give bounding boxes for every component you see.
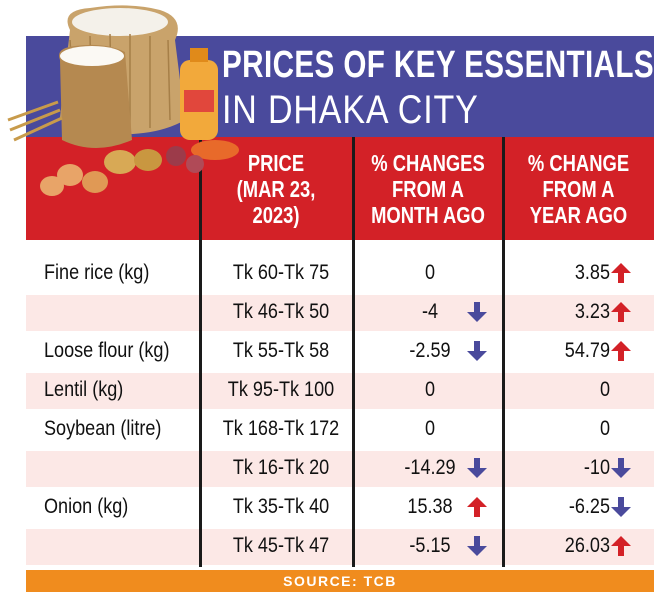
- row-month-change: 0: [424, 261, 436, 284]
- row-item-label: Loose flour (kg): [44, 339, 170, 362]
- row-item-label: Fine rice (kg): [44, 261, 150, 284]
- row-year-change: 0: [599, 417, 610, 440]
- arrow-up-icon: [611, 536, 631, 556]
- source-label: SOURCE: TCB: [283, 573, 397, 589]
- food-staples-illustration: [7, 5, 239, 196]
- row-shade: [26, 529, 654, 565]
- row-month-change: 0: [424, 417, 436, 440]
- row-year-change: 3.85: [574, 261, 610, 284]
- row-year-change: -6.25: [568, 495, 610, 518]
- column-divider: [352, 137, 355, 567]
- arrow-down-icon: [611, 458, 631, 478]
- arrow-down-icon: [467, 302, 487, 322]
- row-item-label: Soybean (litre): [44, 417, 162, 440]
- row-item-label: Onion (kg): [44, 495, 129, 518]
- arrow-up-icon: [611, 341, 631, 361]
- column-divider: [502, 137, 505, 567]
- row-price: Tk 45-Tk 47: [232, 534, 330, 557]
- row-month-change: -5.15: [409, 534, 451, 557]
- row-year-change: 3.23: [574, 300, 610, 323]
- row-item-label: Lentil (kg): [44, 378, 124, 401]
- row-shade: [26, 295, 654, 331]
- header-month-change: % CHANGES FROM A MONTH AGO: [371, 150, 485, 228]
- row-shade: [26, 373, 654, 409]
- arrow-down-icon: [467, 536, 487, 556]
- row-price: Tk 46-Tk 50: [232, 300, 330, 323]
- row-year-change: 0: [599, 378, 610, 401]
- row-year-change: -10: [583, 456, 610, 479]
- row-month-change: -2.59: [409, 339, 451, 362]
- arrow-up-icon: [611, 302, 631, 322]
- row-month-change: -4: [421, 300, 439, 323]
- row-year-change: 26.03: [564, 534, 610, 557]
- arrow-up-icon: [467, 497, 487, 517]
- row-year-change: 54.79: [564, 339, 610, 362]
- row-price: Tk 60-Tk 75: [232, 261, 330, 284]
- arrow-down-icon: [611, 497, 631, 517]
- row-price: Tk 35-Tk 40: [232, 495, 330, 518]
- row-price: Tk 95-Tk 100: [227, 378, 335, 401]
- header-year-change: % CHANGE FROM A YEAR AGO: [527, 150, 630, 228]
- row-price: Tk 55-Tk 58: [232, 339, 330, 362]
- row-month-change: 15.38: [407, 495, 453, 518]
- row-month-change: 0: [424, 378, 436, 401]
- row-month-change: -14.29: [404, 456, 456, 479]
- source-bar: [26, 570, 654, 592]
- arrow-down-icon: [467, 341, 487, 361]
- row-shade: [26, 451, 654, 487]
- chart-subtitle: IN DHAKA CITY: [222, 88, 479, 132]
- row-price: Tk 168-Tk 172: [222, 417, 340, 440]
- arrow-up-icon: [611, 263, 631, 283]
- arrow-down-icon: [467, 458, 487, 478]
- row-price: Tk 16-Tk 20: [232, 456, 330, 479]
- header-price: PRICE (MAR 23, 2023): [236, 150, 316, 228]
- column-divider: [199, 137, 202, 567]
- chart-title: PRICES OF KEY ESSENTIALS: [222, 44, 654, 86]
